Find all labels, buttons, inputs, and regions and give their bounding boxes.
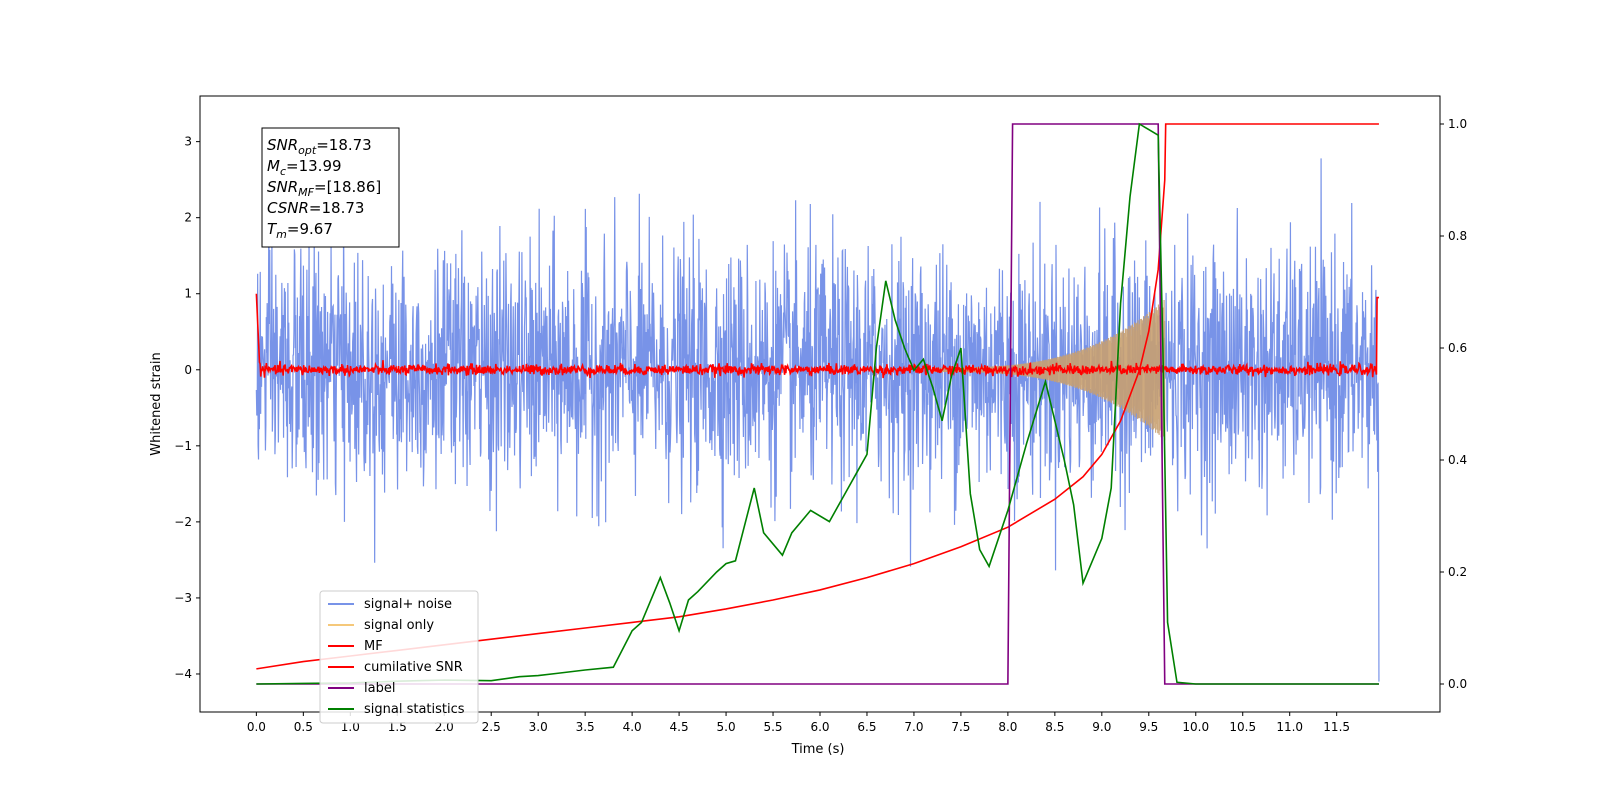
y-axis-left: 3 2 1 0 −1 −2 −3 −4 <box>174 135 200 681</box>
annotation-line: CSNR=18.73 <box>267 199 364 217</box>
x-tick-label: 9.0 <box>1092 720 1111 734</box>
y-tick-label: 3 <box>184 135 192 149</box>
signal-noise-series <box>255 158 1380 682</box>
y2-tick-label: 0.8 <box>1448 229 1467 243</box>
mf-line <box>255 293 1379 379</box>
annotation-line: Mc=13.99 <box>267 157 342 178</box>
x-tick-label: 10.5 <box>1229 720 1256 734</box>
legend-label: signal statistics <box>364 702 465 717</box>
x-tick-label: 11.0 <box>1276 720 1303 734</box>
x-axis-label: Time (s) <box>791 742 845 757</box>
annotation-line: Tm=9.67 <box>267 220 333 241</box>
x-tick-label: 3.0 <box>529 720 548 734</box>
y-tick-label: −4 <box>174 667 192 681</box>
y2-tick-label: 0.2 <box>1448 565 1467 579</box>
x-tick-label: 2.5 <box>482 720 501 734</box>
x-tick-label: 3.5 <box>576 720 595 734</box>
legend-label: signal+ noise <box>364 597 452 612</box>
x-tick-label: 7.0 <box>904 720 923 734</box>
x-tick-label: 6.0 <box>810 720 829 734</box>
x-tick-label: 4.5 <box>670 720 689 734</box>
x-tick-label: 5.0 <box>717 720 736 734</box>
y-tick-label: 2 <box>184 211 192 225</box>
y-axis-label: Whitened strain <box>149 352 164 455</box>
legend-label: signal only <box>364 618 434 633</box>
x-tick-label: 10.0 <box>1182 720 1209 734</box>
annotation-box: SNRopt=18.73Mc=13.99SNRMF=[18.86]CSNR=18… <box>261 127 400 248</box>
y-tick-label: 1 <box>184 287 192 301</box>
legend: signal+ noise signal only MF cumilative SNR… <box>319 590 479 724</box>
mf-series <box>255 293 1379 379</box>
legend-label: MF <box>364 639 383 654</box>
y-axis-right: 1.0 0.8 0.6 0.4 0.2 0.0 <box>1440 117 1467 691</box>
series-signal-statistics <box>256 122 1379 685</box>
x-tick-label: 7.5 <box>951 720 970 734</box>
x-tick-label: 6.5 <box>857 720 876 734</box>
y2-tick-label: 0.0 <box>1448 677 1467 691</box>
annotation-frame <box>261 127 400 248</box>
legend-frame <box>319 590 479 724</box>
y2-tick-label: 0.4 <box>1448 453 1467 467</box>
y-tick-label: −3 <box>174 591 192 605</box>
y2-tick-label: 1.0 <box>1448 117 1467 131</box>
legend-label: label <box>364 681 395 696</box>
signal-noise-line <box>255 158 1380 682</box>
y-tick-label: −2 <box>174 515 192 529</box>
x-axis: 0.0 0.5 1.0 1.5 2.0 2.5 3.0 3.5 4.0 4.5 5.0 5.5 6.0 6… <box>247 712 1350 734</box>
x-tick-label: 5.5 <box>763 720 782 734</box>
legend-label: cumilative SNR <box>364 660 463 675</box>
annotation-line: SNRMF=[18.86] <box>267 178 381 199</box>
x-tick-label: 9.5 <box>1139 720 1158 734</box>
x-tick-label: 4.0 <box>623 720 642 734</box>
y-tick-label: −1 <box>174 439 192 453</box>
x-tick-label: 8.0 <box>998 720 1017 734</box>
y-tick-label: 0 <box>184 363 192 377</box>
x-tick-label: 0.5 <box>294 720 313 734</box>
annotation-line: SNRopt=18.73 <box>267 136 372 157</box>
x-tick-label: 11.5 <box>1323 720 1350 734</box>
x-tick-label: 8.5 <box>1045 720 1064 734</box>
y2-tick-label: 0.6 <box>1448 341 1467 355</box>
x-tick-label: 0.0 <box>247 720 266 734</box>
